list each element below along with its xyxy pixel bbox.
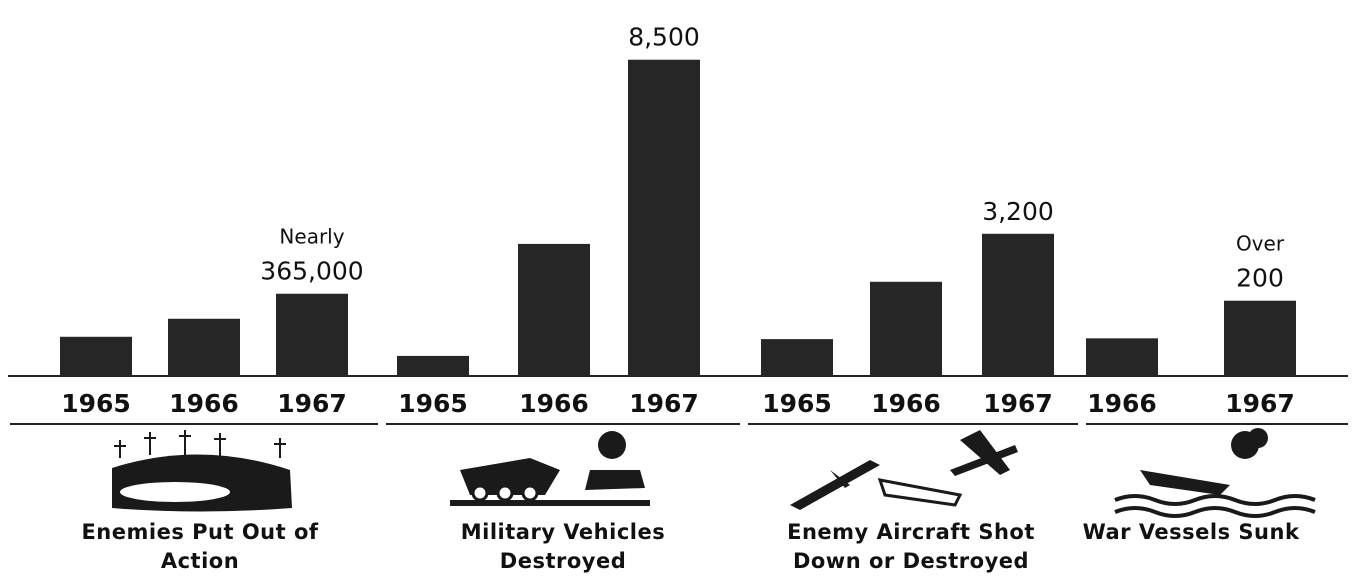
bar [397, 356, 469, 376]
chart: 1965 1966 1967 365,000 Nearly 1965 1966 1967 8,5… [0, 0, 1353, 581]
year-label: 1966 [1087, 389, 1157, 418]
icon-vessel [1115, 428, 1315, 516]
year-label: 1965 [61, 389, 131, 418]
bar [761, 339, 833, 376]
year-label: 1966 [519, 389, 589, 418]
year-label: 1967 [983, 389, 1053, 418]
value-note: Over [1236, 232, 1285, 256]
year-label: 1967 [1225, 389, 1295, 418]
bar [60, 337, 132, 376]
bar [628, 60, 700, 376]
infographic: 1965 1966 1967 365,000 Nearly 1965 1966 1967 8,5… [0, 0, 1353, 581]
category-label: Enemy Aircraft Shot Down or Destroyed [761, 518, 1061, 576]
category-label: War Vessels Sunk [1041, 518, 1341, 547]
year-label: 1967 [277, 389, 347, 418]
value-label: 8,500 [628, 23, 700, 52]
bar [982, 234, 1054, 376]
icon-aircraft [790, 430, 1018, 510]
bar [870, 282, 942, 376]
year-label: 1965 [398, 389, 468, 418]
bar [1224, 301, 1296, 376]
bar [1086, 338, 1158, 376]
value-note: Nearly [279, 225, 344, 249]
year-label: 1967 [629, 389, 699, 418]
category-label: Enemies Put Out of Action [65, 518, 335, 576]
year-label: 1965 [762, 389, 832, 418]
icon-vehicles [450, 431, 650, 506]
bar [276, 294, 348, 376]
bar [518, 244, 590, 376]
value-label: 200 [1236, 264, 1284, 293]
value-label: 3,200 [982, 197, 1054, 226]
value-label: 365,000 [260, 257, 363, 286]
category-label: Military Vehicles Destroyed [413, 518, 713, 576]
icon-graves [112, 430, 292, 512]
year-label: 1966 [871, 389, 941, 418]
bar [168, 319, 240, 376]
year-label: 1966 [169, 389, 239, 418]
